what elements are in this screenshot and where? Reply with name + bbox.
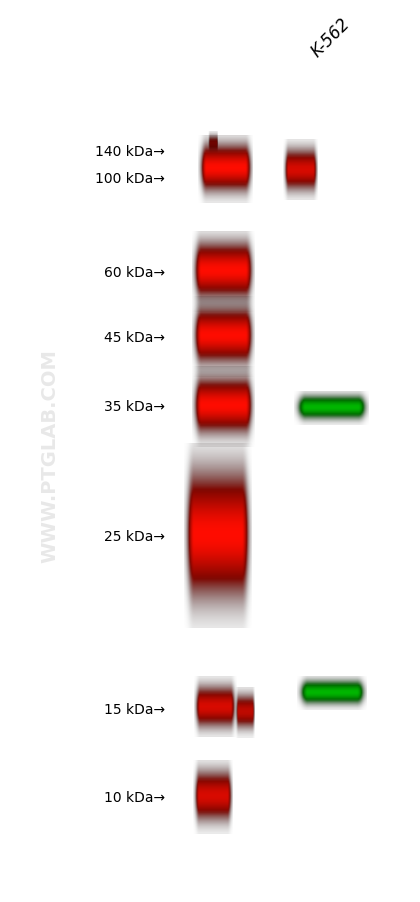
Text: 25 kDa→: 25 kDa→ — [104, 529, 165, 543]
Text: K-562: K-562 — [308, 15, 354, 61]
Text: 35 kDa→: 35 kDa→ — [104, 400, 165, 414]
Text: 45 kDa→: 45 kDa→ — [104, 330, 165, 345]
Text: 140 kDa→: 140 kDa→ — [95, 145, 165, 159]
Text: WWW.PTGLAB.COM: WWW.PTGLAB.COM — [41, 349, 60, 562]
Text: 15 kDa→: 15 kDa→ — [103, 703, 165, 717]
Text: 100 kDa→: 100 kDa→ — [95, 171, 165, 186]
Text: 10 kDa→: 10 kDa→ — [103, 790, 165, 804]
Text: 60 kDa→: 60 kDa→ — [103, 266, 165, 280]
